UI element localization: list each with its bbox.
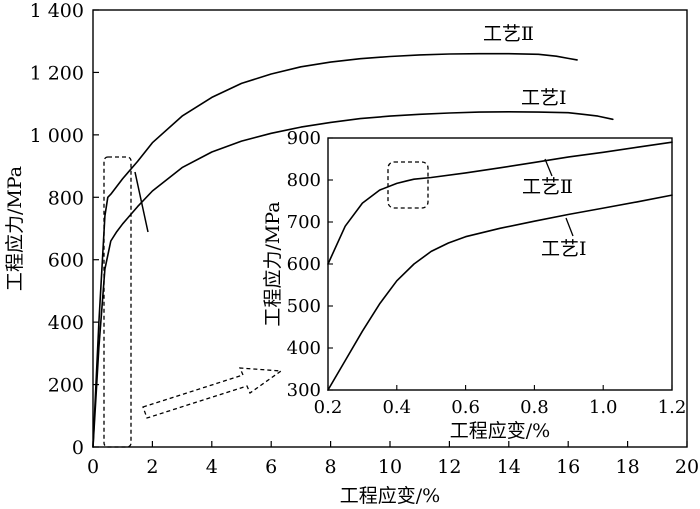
main-series-label: 工艺Ⅰ bbox=[521, 87, 567, 109]
inset-x-axis-label: 工程应变/% bbox=[450, 420, 550, 442]
main-x-tick-label: 18 bbox=[616, 456, 640, 478]
main-series-label: 工艺Ⅱ bbox=[483, 23, 534, 45]
main-x-tick-label: 2 bbox=[146, 456, 158, 478]
inset-x-tick-label: 1.0 bbox=[589, 397, 618, 418]
main-x-tick-label: 16 bbox=[556, 456, 580, 478]
main-y-tick-label: 1 400 bbox=[30, 0, 84, 22]
inset-x-tick-label: 1.2 bbox=[658, 397, 687, 418]
inset-x-tick-label: 0.8 bbox=[520, 397, 549, 418]
inset-y-tick-label: 800 bbox=[287, 170, 321, 191]
main-y-tick-label: 800 bbox=[48, 187, 84, 209]
main-y-tick-label: 1 000 bbox=[30, 125, 84, 147]
main-y-tick-label: 1 200 bbox=[30, 62, 84, 84]
main-x-axis-label: 工程应变/% bbox=[340, 485, 440, 507]
main-x-tick-label: 20 bbox=[675, 456, 699, 478]
main-x-tick-label: 12 bbox=[437, 456, 461, 478]
main-x-tick-label: 0 bbox=[87, 456, 99, 478]
inset-x-tick-label: 0.4 bbox=[382, 397, 411, 418]
zoom-annotations bbox=[103, 156, 283, 448]
inset-y-tick-label: 400 bbox=[287, 338, 321, 359]
main-y-tick-label: 400 bbox=[48, 312, 84, 334]
inset-series-label: 工艺Ⅱ bbox=[522, 176, 573, 198]
main-x-tick-label: 4 bbox=[206, 456, 218, 478]
main-x-tick-label: 10 bbox=[378, 456, 402, 478]
inset-plot: 0.2 0.4 0.6 0.8 1.0 1.2 300 400 500 600 700 800 900 工… bbox=[262, 128, 686, 442]
inset-x-tick-label: 0.6 bbox=[451, 397, 480, 418]
main-x-tick-label: 6 bbox=[265, 456, 277, 478]
main-series-line bbox=[92, 111, 614, 448]
inset-x-tick-label: 0.2 bbox=[314, 397, 343, 418]
inset-series-label: 工艺Ⅰ bbox=[541, 238, 587, 260]
inset-y-axis-label: 工程应力/MPa bbox=[262, 201, 284, 326]
main-y-tick-label: 0 bbox=[72, 437, 84, 459]
inset-series-leader bbox=[565, 217, 574, 237]
zoom-arrow bbox=[142, 367, 283, 419]
inset-series-leader bbox=[544, 158, 553, 177]
main-x-tick-label: 8 bbox=[325, 456, 337, 478]
inset-y-tick-label: 900 bbox=[287, 128, 321, 149]
inset-y-tick-label: 600 bbox=[287, 254, 321, 275]
inset-series-line bbox=[327, 141, 673, 265]
pointer-line bbox=[134, 171, 149, 233]
zoom-region-box bbox=[103, 156, 132, 448]
main-y-axis-label: 工程应力/MPa bbox=[4, 166, 26, 291]
inset-plot-frame bbox=[327, 137, 673, 391]
main-y-tick-label: 200 bbox=[48, 375, 84, 397]
inset-y-tick-label: 700 bbox=[287, 212, 321, 233]
main-y-tick-label: 600 bbox=[48, 250, 84, 272]
main-x-tick-label: 14 bbox=[497, 456, 521, 478]
inset-y-tick-label: 500 bbox=[287, 296, 321, 317]
inset-y-tick-label: 300 bbox=[287, 380, 321, 401]
inset-series-line bbox=[327, 194, 673, 391]
inset-yield-box bbox=[387, 161, 429, 209]
main-series-line bbox=[92, 52, 578, 448]
